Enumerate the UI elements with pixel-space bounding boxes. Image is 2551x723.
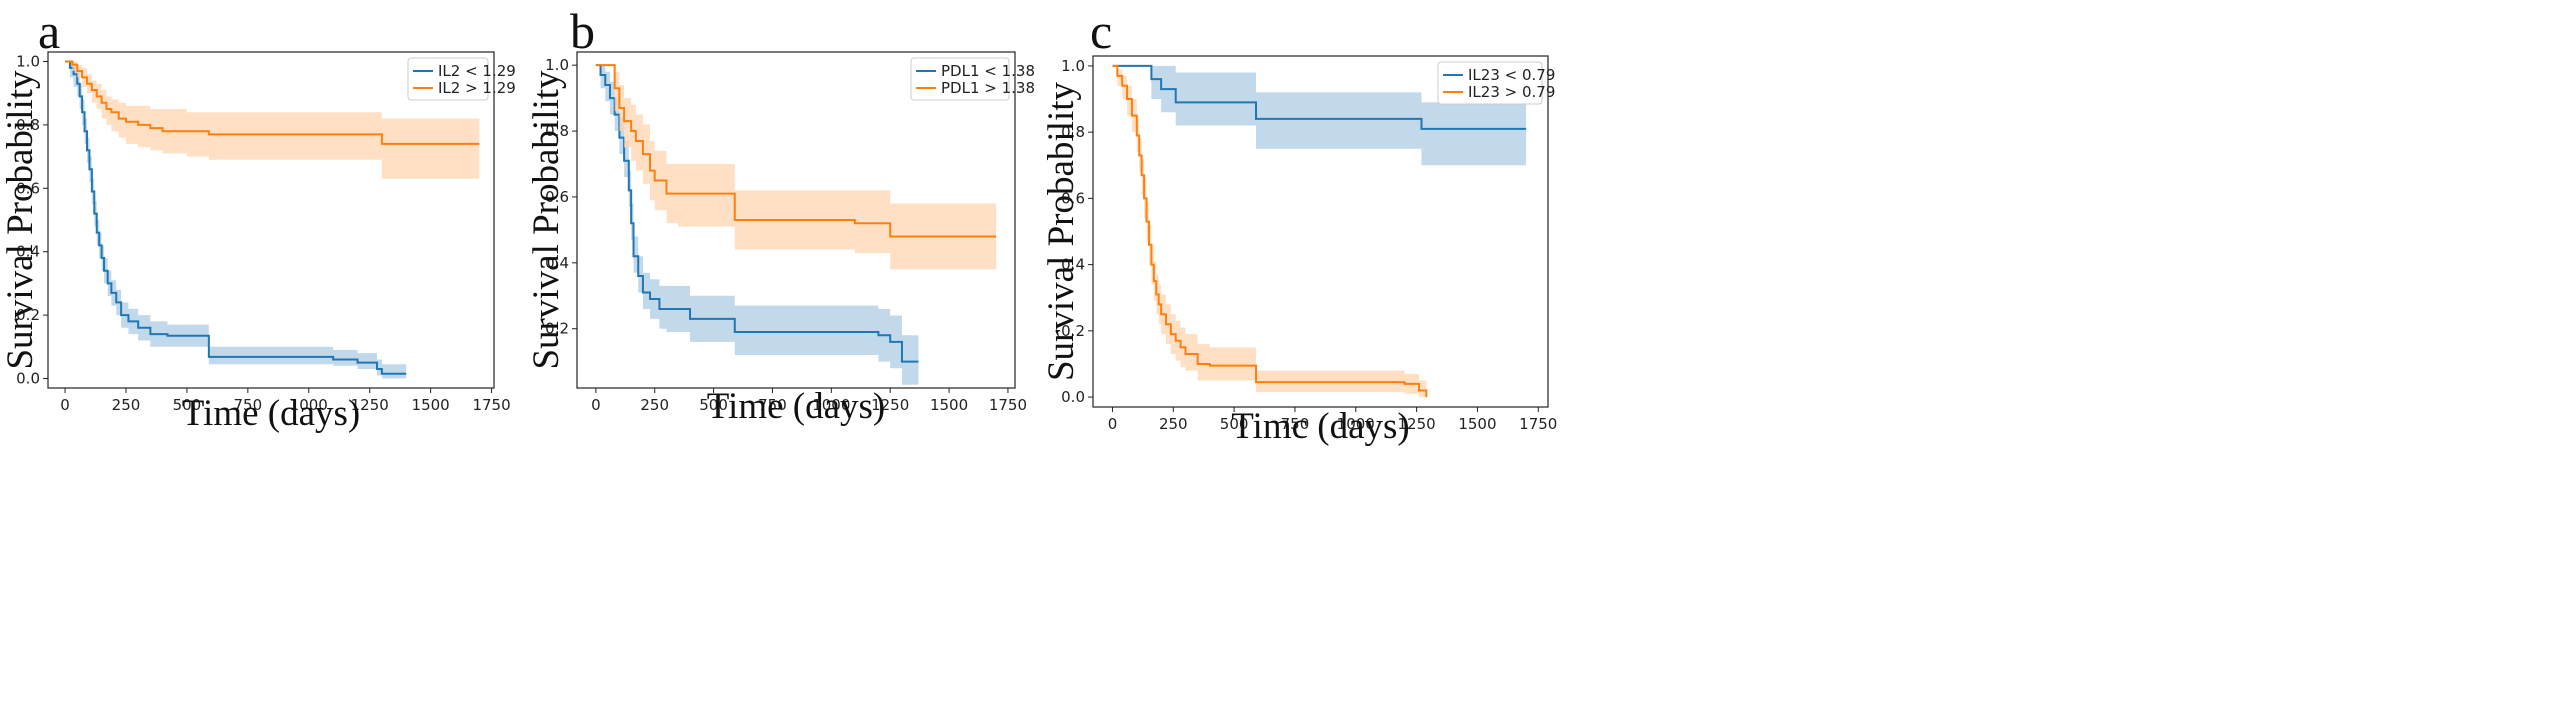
- y-tick-label: 0.0: [1061, 388, 1085, 406]
- legend-label: IL23 > 0.79: [1468, 83, 1555, 101]
- x-tick-label: 250: [1159, 415, 1188, 433]
- y-tick-label: 1.0: [1061, 57, 1085, 75]
- chart-c: 0 250 500 750 1000 1250 1500 17500.00.20.40.60.…: [0, 0, 2551, 723]
- x-tick-label: 1750: [1519, 415, 1557, 433]
- legend-label: IL23 < 0.79: [1468, 66, 1555, 84]
- panel-c: c 0 250 500 750 1000 1250 1500 1750 0.0 0.2 0.4 0.6…: [0, 0, 2551, 723]
- x-tick-label: 0: [1108, 415, 1118, 433]
- x-axis-label: Timc (days): [1231, 406, 1410, 447]
- y-axis-label: Survival Probability: [1041, 81, 1082, 381]
- x-tick-label: 1500: [1458, 415, 1496, 433]
